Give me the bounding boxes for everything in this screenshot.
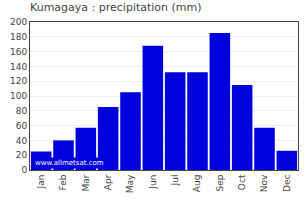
svg-text:Jul: Jul <box>170 175 180 187</box>
svg-text:Sep: Sep <box>215 174 225 191</box>
svg-text:Jun: Jun <box>148 175 158 190</box>
svg-text:May: May <box>125 174 135 193</box>
svg-text:40: 40 <box>16 136 28 146</box>
svg-text:140: 140 <box>10 62 27 72</box>
svg-text:Jan: Jan <box>36 175 46 190</box>
svg-text:60: 60 <box>16 121 28 131</box>
svg-text:0: 0 <box>21 165 27 175</box>
svg-text:100: 100 <box>10 91 27 101</box>
svg-text:Mar: Mar <box>81 174 91 191</box>
svg-text:Dec: Dec <box>282 175 292 192</box>
svg-text:Kumagaya : precipitation (mm): Kumagaya : precipitation (mm) <box>30 1 202 14</box>
svg-text:Feb: Feb <box>58 174 68 190</box>
svg-text:Aug: Aug <box>192 175 202 193</box>
svg-text:Oct: Oct <box>237 174 247 190</box>
svg-text:160: 160 <box>10 47 27 57</box>
svg-text:www.allmetsat.com: www.allmetsat.com <box>35 159 104 167</box>
svg-text:Nov: Nov <box>259 174 269 192</box>
svg-text:200: 200 <box>10 17 27 27</box>
svg-text:Apr: Apr <box>103 174 113 190</box>
svg-text:20: 20 <box>16 150 28 160</box>
svg-text:180: 180 <box>10 32 27 42</box>
svg-text:120: 120 <box>10 76 27 86</box>
svg-text:80: 80 <box>16 106 28 116</box>
